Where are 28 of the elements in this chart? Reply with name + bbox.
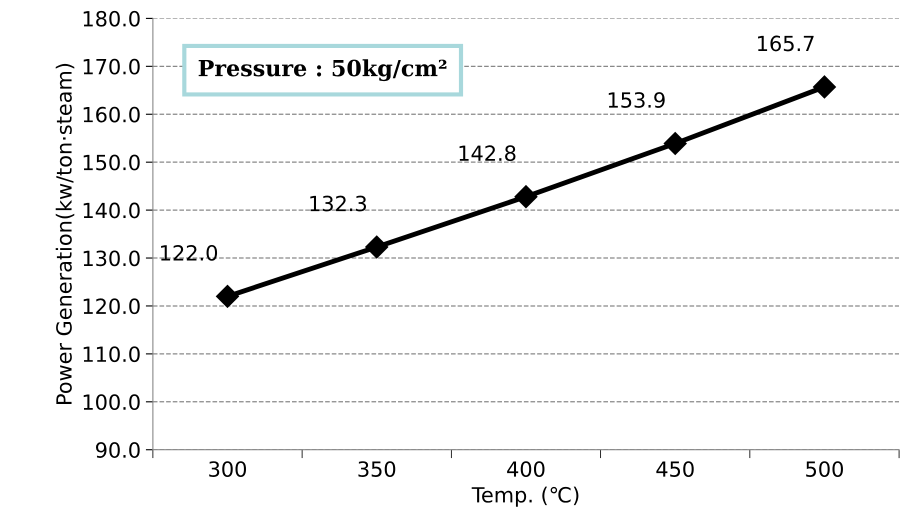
point bbox=[514, 185, 538, 208]
point bbox=[664, 132, 687, 155]
y-tick-label: 170.0 bbox=[84, 58, 140, 75]
y-tick-label: 110.0 bbox=[84, 346, 140, 362]
y-tick-label: 140.0 bbox=[84, 202, 140, 218]
point bbox=[812, 75, 836, 98]
data-label: 153.9 bbox=[608, 92, 665, 108]
y-tick-label: 100.0 bbox=[84, 394, 140, 410]
y-tick-label: 130.0 bbox=[84, 250, 140, 266]
x-tick-label: 500 bbox=[806, 461, 843, 477]
y-tick-label: 160.0 bbox=[84, 106, 140, 122]
x-tick-label: 400 bbox=[507, 461, 544, 477]
point bbox=[365, 236, 388, 259]
data-label: 132.3 bbox=[310, 196, 366, 212]
x-tick-label: 450 bbox=[656, 461, 694, 477]
x-axis-title: Temp. (℃) bbox=[472, 486, 578, 507]
y-tick-label: 180.0 bbox=[84, 10, 140, 27]
data-label: 165.7 bbox=[758, 36, 814, 52]
data-label: 142.8 bbox=[460, 145, 516, 162]
data-label: 122.0 bbox=[161, 244, 218, 261]
x-tick-label: 300 bbox=[209, 461, 246, 477]
y-tick-label: 120.0 bbox=[84, 298, 140, 314]
point bbox=[216, 284, 239, 308]
y-axis-title: Power Generation(kw/ton·steam) bbox=[56, 64, 74, 404]
x-tick-label: 350 bbox=[358, 461, 396, 477]
annotation: Pressure : 50kg/cm² bbox=[198, 59, 446, 82]
y-tick-label: 90.0 bbox=[96, 442, 140, 458]
y-tick-label: 150.0 bbox=[84, 154, 140, 170]
